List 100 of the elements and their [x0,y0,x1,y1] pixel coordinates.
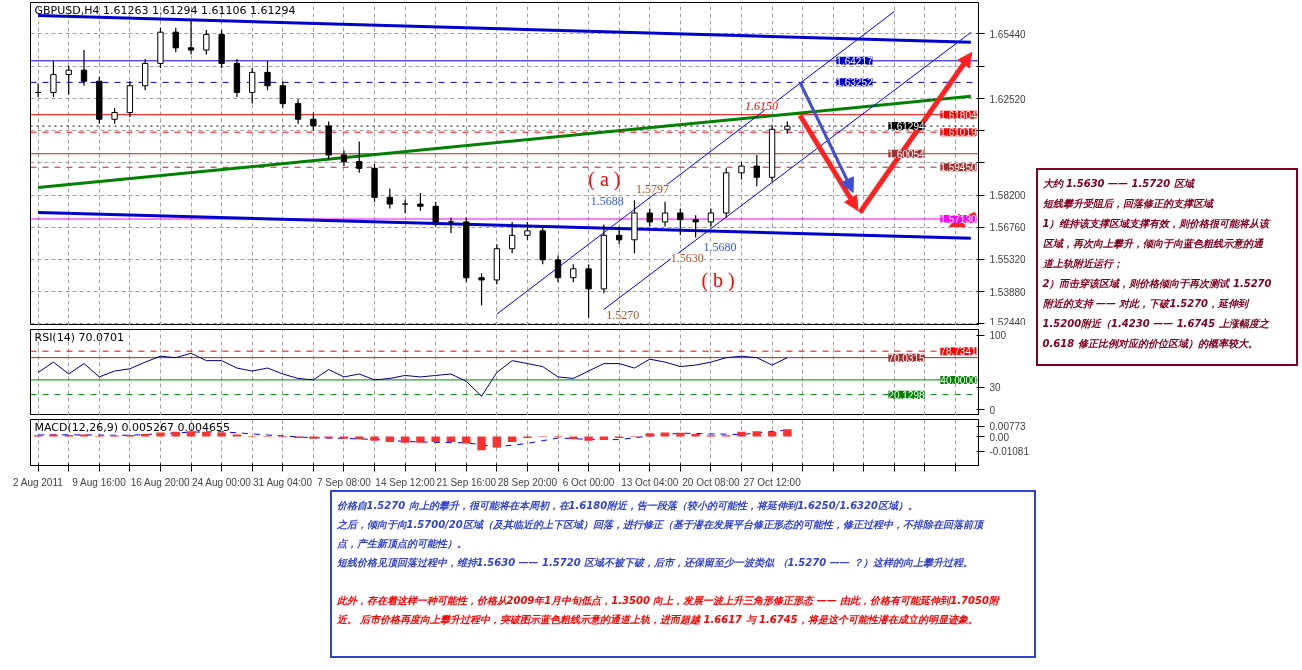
candlestick [65,65,72,96]
candlestick [356,140,363,174]
text: 短线价格见顶回落过程中，维持1.5630 —— 1.5720 区域不被下破，后市，还保留至少一波类似 （1.5270 —— ？）这样的向上攀升过程。 [335,556,974,568]
ref-line-label: 1.57130 [940,214,977,226]
bar [645,433,654,437]
annotation: 1.5797 [636,181,670,196]
ref-line-label: 1.63252 [836,77,873,89]
x-tick-label: 31 Aug 04:00 [253,476,313,488]
text: 附近的支持 —— 对此，下破1.5270，延伸到 [1041,297,1251,309]
bar [309,436,318,439]
candlestick [447,216,455,234]
candlestick [753,154,760,187]
text: 2）而击穿该区域，则价格倾向于再次测试 1.5270 [1042,277,1272,289]
bar [431,436,440,443]
candlestick [478,272,485,307]
x-tick-label: 28 Sep 20:00 [497,476,558,488]
candlestick [142,58,149,91]
ref-line-label: 20.1298 [888,389,925,401]
bar [767,431,777,437]
bar [400,436,410,443]
x-tick-label: 24 Aug 00:00 [191,476,252,488]
y-tick-label: 0.00 [989,431,1010,443]
bar [232,434,242,437]
ref-line-label: 70.0315 [888,352,925,364]
text: 1.5200附近（1.4230 —— 1.6745 上涨幅度之 [1042,317,1270,329]
bar [584,436,593,441]
candlestick [508,221,516,254]
bar [339,436,349,439]
bar [370,436,379,441]
y-tick-label: 1.52440 [989,316,1027,328]
candlestick [203,29,210,56]
x-tick-label: 9 Aug 16:00 [72,476,127,488]
bar [660,432,670,437]
y-tick-label: 1.56760 [989,222,1027,234]
x-tick-label: 20 Oct 08:00 [682,476,740,488]
text: 大约 1.5630 —— 1.5720 区域 [1042,177,1196,189]
annotation: 1.6150 [745,98,779,113]
text: 此外，存在着这样一种可能性，价格从2009年1月中旬低点，1.3500 向上，发展一波上升三角形修正形态 —— 由此，价格有可能延伸到1.7050附 [335,594,1001,606]
x-tick-label: 7 Sep 08:00 [316,476,372,488]
y-tick-label: 1.58200 [989,190,1027,202]
bar [171,431,180,437]
ref-line-label: 1.60054 [888,148,925,160]
y-tick-label: 100 [989,330,1007,342]
annotation: ( b ) [701,268,735,292]
line-series [37,352,788,397]
x-tick-label: 13 Oct 04:00 [621,476,679,488]
bar [156,432,165,437]
annotation: 1.5630 [670,250,704,265]
bar [202,431,211,437]
bar [416,436,425,443]
candlestick [661,201,669,227]
y-tick-label: 1.55320 [989,254,1027,266]
text: 0.618 修正比例对应的价位区域）的概率较大。 [1042,337,1258,349]
text: 之后，倾向于向1.5700/20区域（及其临近的上下区域）回落，进行修正（基于潜在发展平台修正形态的可能性，修正过程中，不排除在回落前顶 [335,518,985,530]
annotation: ( a ) [588,167,621,191]
x-tick-label: 27 Oct 12:00 [743,476,802,488]
text: 价格自1.5270 向上的攀升，很可能将在本周初，在1.6180附近，告一段落（较小的可能性，将延伸到1.6250/1.6320区域）。 [336,499,918,511]
text: 1）维持该支撑区域支撑有效，则价格很可能将从该 [1042,217,1272,229]
y-tick-label: 0 [989,404,996,416]
y-tick-label: 1.53880 [989,286,1027,298]
ref-line-label: 1.61804 [940,109,977,121]
annotation: 1.5270 [606,307,640,322]
ref-line-label: 1.61294 [888,121,925,133]
text: 道上轨附近运行； [1041,257,1123,269]
y-tick-label: 30 [989,382,1002,394]
text: 点，产生新顶点的可能性）。 [336,537,467,549]
text: 近。 后市价格再度向上攀升过程中，突破图示蓝色粗线示意的通道上轨，进而超越 1.6617 与 1.6745，将是这个可能性潜在成立的明显迹象。 [335,613,978,625]
ref-line-label: 1.61019 [940,127,977,139]
annotation: 1.5688 [590,193,624,208]
chart-title: GBPUSD,H4 1.61263 1.61294 1.61106 1.61294 [34,3,296,17]
candlestick [401,199,409,214]
bar [79,434,89,437]
candlestick [279,80,286,109]
candlestick [294,98,302,125]
y-tick-label: 1.62520 [989,93,1027,105]
candlestick [80,49,88,87]
ref-line-label: 78.7341 [940,346,977,358]
bar [217,432,226,437]
text: 区域，再次向上攀升，倾向于向蓝色粗线示意的通 [1042,237,1264,249]
annotation: 1.5680 [703,239,737,254]
bar [676,432,685,437]
ref-line-label: 40.0000 [940,374,977,386]
bar [752,431,761,437]
candlestick [554,254,562,283]
bar [140,433,150,437]
text: 短线攀升受阻后，回落修正的支撑区域 [1041,197,1215,209]
candlestick [50,60,57,98]
x-tick-label: 21 Sep 16:00 [436,476,497,488]
bar [492,436,502,448]
candlestick [172,27,179,53]
y-tick-label: 1.65440 [989,28,1027,40]
bar [783,429,792,437]
x-tick-label: 6 Oct 00:00 [562,476,615,488]
candlestick [432,201,439,227]
candlestick [677,207,684,236]
bar [737,431,746,437]
candlestick [264,60,271,91]
ref-line-label: 1.64217 [836,55,873,67]
bar [186,431,196,437]
x-tick-label: 16 Aug 20:00 [130,476,191,488]
